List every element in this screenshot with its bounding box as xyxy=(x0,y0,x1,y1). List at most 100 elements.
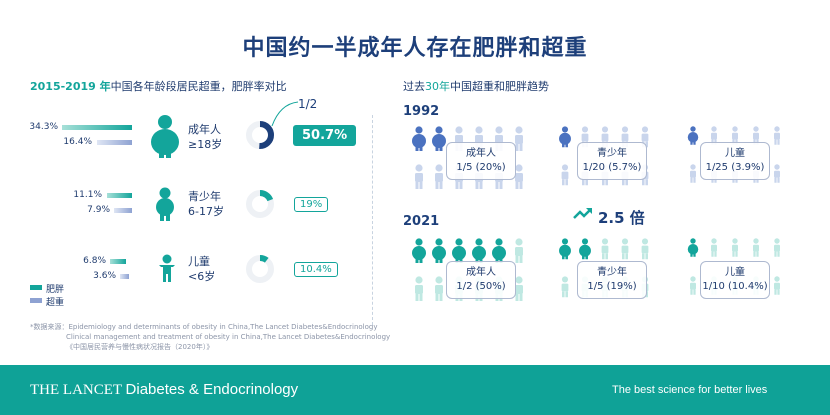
person-icon xyxy=(753,238,759,257)
footnote-line: *数据来源：Epidemiology and determinants of o… xyxy=(30,323,378,331)
teen-range: 6-17岁 xyxy=(188,205,224,218)
section-divider xyxy=(372,115,373,325)
person-icon xyxy=(432,126,446,151)
child-figure-icon xyxy=(159,254,175,282)
person-icon xyxy=(415,164,423,189)
adult-range: ≥18岁 xyxy=(188,138,223,151)
year-2021: 2021 xyxy=(403,214,440,229)
page-title: 中国约一半成年人存在肥胖和超重 xyxy=(242,36,588,61)
adult-overweight-bar xyxy=(97,140,132,145)
box-2021-child: 儿童 1/10 (10.4%) xyxy=(700,261,770,299)
person-icon xyxy=(435,164,443,189)
box-value: 1/5 (20%) xyxy=(456,162,506,173)
left-section-heading: 2015-2019 年中国各年龄段居民超重，肥胖率对比 xyxy=(30,78,287,94)
person-icon xyxy=(774,126,780,145)
person-icon xyxy=(515,164,523,189)
person-icon xyxy=(415,276,423,301)
heading-years: 2015-2019 年 xyxy=(30,80,111,93)
adult-donut xyxy=(246,121,274,149)
person-icon xyxy=(774,164,780,183)
person-icon xyxy=(559,126,571,148)
person-icon xyxy=(711,238,717,257)
legend-overweight-swatch xyxy=(30,298,42,303)
person-icon xyxy=(412,238,426,263)
teen-label: 青少年 xyxy=(188,190,221,203)
heading-text: 中国各年龄段居民超重，肥胖率对比 xyxy=(110,80,287,93)
adult-overweight-pct: 16.4% xyxy=(63,137,92,147)
teen-obese-bar xyxy=(107,193,132,198)
child-obese-pct: 6.8% xyxy=(83,256,106,266)
child-total-callout: 10.4% xyxy=(294,262,338,277)
year-1992: 1992 xyxy=(403,104,440,119)
person-icon xyxy=(687,126,699,145)
box-2021-teen: 青少年 1/5 (19%) xyxy=(577,261,647,299)
person-icon xyxy=(687,238,699,257)
right-section-heading: 过去30年中国超重和肥胖趋势 xyxy=(403,78,549,94)
person-icon xyxy=(732,238,738,257)
teen-total-callout: 19% xyxy=(294,197,329,212)
person-icon xyxy=(412,126,426,151)
person-icon xyxy=(452,238,466,263)
box-value: 1/25 (3.9%) xyxy=(705,162,765,173)
teen-overweight-pct: 7.9% xyxy=(87,205,110,215)
teen-figure-icon xyxy=(156,187,174,221)
person-icon xyxy=(515,276,523,301)
adult-total-callout: 50.7% xyxy=(293,125,357,146)
teen-donut xyxy=(246,190,274,218)
person-icon xyxy=(559,238,571,260)
box-label: 青少年 xyxy=(597,148,627,159)
teen-obese-pct: 11.1% xyxy=(73,190,102,200)
box-value: 1/2 (50%) xyxy=(456,281,506,292)
trend-up-icon xyxy=(573,208,592,219)
teen-overweight-bar xyxy=(114,208,132,213)
person-icon xyxy=(579,238,591,260)
person-icon xyxy=(774,238,780,257)
person-icon xyxy=(601,238,609,260)
person-icon xyxy=(774,276,780,295)
adult-label-block: 成年人 ≥18岁 xyxy=(188,122,222,152)
child-donut xyxy=(246,255,274,283)
teen-label-block: 青少年 6-17岁 xyxy=(188,189,224,219)
person-icon xyxy=(561,164,569,186)
box-label: 成年人 xyxy=(466,148,496,159)
heading-pre: 过去 xyxy=(403,80,425,93)
footnote-line: Clinical management and treatment of obe… xyxy=(66,333,391,341)
person-icon xyxy=(472,238,486,263)
person-icon xyxy=(492,238,506,263)
growth-ratio: 2.5 倍 xyxy=(598,209,645,227)
person-icon xyxy=(561,276,569,298)
person-icon xyxy=(621,238,629,260)
child-overweight-bar xyxy=(120,274,129,279)
box-1992-adult: 成年人 1/5 (20%) xyxy=(446,142,516,180)
journal-brand: THE LANCET Diabetes & Endocrinology xyxy=(30,381,298,399)
legend-obese-swatch xyxy=(30,285,42,290)
person-icon xyxy=(435,276,443,301)
legend-obese-label: 肥胖 xyxy=(46,285,65,295)
adult-label: 成年人 xyxy=(188,123,221,136)
box-value: 1/20 (5.7%) xyxy=(582,162,642,173)
box-2021-adult: 成年人 1/2 (50%) xyxy=(446,261,516,299)
box-label: 儿童 xyxy=(725,267,745,278)
box-1992-teen: 青少年 1/20 (5.7%) xyxy=(577,142,647,180)
child-label-block: 儿童 <6岁 xyxy=(188,254,215,284)
box-label: 青少年 xyxy=(597,267,627,278)
person-icon xyxy=(515,126,523,151)
person-icon xyxy=(641,126,649,148)
box-label: 成年人 xyxy=(466,267,496,278)
child-obese-bar xyxy=(110,259,126,264)
heading-text: 中国超重和肥胖趋势 xyxy=(450,80,549,93)
footnote: *数据来源：Epidemiology and determinants of o… xyxy=(30,322,390,352)
half-note: 1/2 xyxy=(298,97,318,111)
person-icon xyxy=(432,238,446,263)
box-1992-child: 儿童 1/25 (3.9%) xyxy=(700,142,770,180)
child-label: 儿童 xyxy=(188,255,210,268)
brand-main: THE LANCET xyxy=(30,382,122,398)
footer-bar xyxy=(0,365,830,415)
person-icon xyxy=(690,164,696,183)
heading-years: 30年 xyxy=(425,80,450,93)
box-value: 1/5 (19%) xyxy=(587,281,637,292)
child-overweight-pct: 3.6% xyxy=(93,271,116,281)
person-icon xyxy=(690,276,696,295)
adult-obese-pct: 34.3% xyxy=(29,122,58,132)
box-label: 儿童 xyxy=(725,148,745,159)
